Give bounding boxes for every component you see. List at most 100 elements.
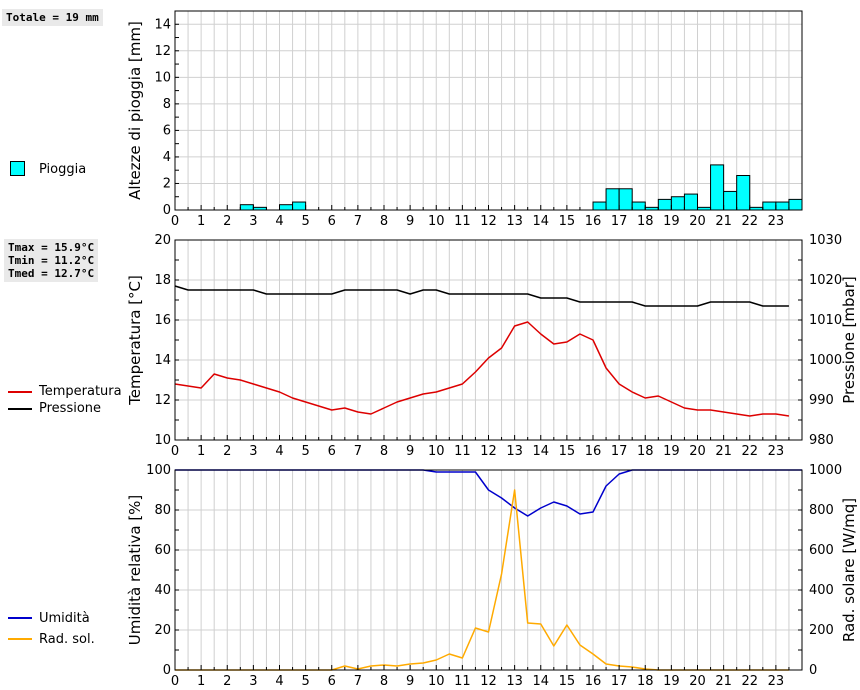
legend-rain-label: Pioggia bbox=[39, 162, 87, 177]
rain-bar bbox=[683, 193, 698, 211]
x-tick-label: 12 bbox=[480, 444, 497, 459]
humidity-line bbox=[175, 469, 802, 517]
x-tick-label: 16 bbox=[585, 214, 602, 229]
rain-bar bbox=[762, 201, 777, 211]
x-tick-label: 10 bbox=[428, 444, 445, 459]
x-tick-label: 8 bbox=[380, 214, 388, 229]
x-tick-label: 23 bbox=[768, 214, 785, 229]
rain-bar bbox=[292, 201, 307, 211]
x-tick-label: 3 bbox=[249, 214, 257, 229]
x-tick-label: 4 bbox=[275, 214, 283, 229]
rain-total-text: Totale = 19 mm bbox=[6, 11, 99, 24]
tmed-text: Tmed = 12.7°C bbox=[8, 267, 95, 280]
y-tick-label: 0 bbox=[163, 663, 171, 678]
x-tick-label: 9 bbox=[406, 214, 414, 229]
rain-bar bbox=[657, 198, 672, 211]
y-tick-label: 12 bbox=[154, 393, 171, 408]
y-tick-label: 14 bbox=[154, 17, 171, 32]
y-tick-label: 80 bbox=[154, 503, 171, 518]
x-tick-label: 17 bbox=[611, 444, 628, 459]
x-tick-label: 11 bbox=[454, 674, 471, 689]
x-tick-label: 13 bbox=[506, 214, 523, 229]
x-tick-label: 4 bbox=[275, 674, 283, 689]
legend-temperature-label: Temperatura bbox=[39, 384, 122, 399]
y2-axis-label: Rad. solare [W/mq] bbox=[840, 498, 858, 642]
x-tick-label: 6 bbox=[328, 214, 336, 229]
rain-bar bbox=[605, 188, 620, 211]
y-axis-label: Temperatura [°C] bbox=[126, 275, 144, 406]
x-tick-label: 12 bbox=[480, 674, 497, 689]
x-tick-label: 22 bbox=[741, 674, 758, 689]
legend-rain-swatch bbox=[10, 161, 25, 176]
rain-bar bbox=[710, 164, 725, 211]
y-tick-label: 18 bbox=[154, 273, 171, 288]
legend-pressure-line bbox=[8, 408, 32, 410]
x-tick-label: 19 bbox=[663, 444, 680, 459]
legend-temperature-line bbox=[8, 391, 32, 393]
x-tick-label: 13 bbox=[506, 444, 523, 459]
legend-humidity-label: Umidità bbox=[39, 611, 90, 626]
x-tick-label: 1 bbox=[197, 214, 205, 229]
x-tick-label: 11 bbox=[454, 444, 471, 459]
rain-bar bbox=[279, 204, 294, 211]
rain-bar bbox=[723, 190, 738, 211]
x-tick-label: 20 bbox=[689, 214, 706, 229]
y-tick-label: 10 bbox=[154, 70, 171, 85]
y2-tick-label: 1010 bbox=[809, 313, 842, 328]
y-tick-label: 0 bbox=[163, 203, 171, 218]
x-tick-label: 22 bbox=[741, 214, 758, 229]
x-tick-label: 5 bbox=[301, 214, 309, 229]
x-tick-label: 17 bbox=[611, 214, 628, 229]
x-tick-label: 10 bbox=[428, 674, 445, 689]
x-tick-label: 19 bbox=[663, 214, 680, 229]
y2-axis-label: Pressione [mbar] bbox=[840, 276, 858, 404]
y-tick-label: 4 bbox=[163, 150, 171, 165]
x-tick-label: 7 bbox=[354, 214, 362, 229]
radiation-line bbox=[175, 489, 789, 671]
x-tick-label: 10 bbox=[428, 214, 445, 229]
x-tick-label: 19 bbox=[663, 674, 680, 689]
x-tick-label: 20 bbox=[689, 444, 706, 459]
rain-bar bbox=[592, 201, 607, 211]
x-tick-label: 1 bbox=[197, 674, 205, 689]
x-tick-label: 2 bbox=[223, 444, 231, 459]
y-tick-label: 20 bbox=[154, 623, 171, 638]
y-tick-label: 16 bbox=[154, 313, 171, 328]
y2-tick-label: 1020 bbox=[809, 273, 842, 288]
x-tick-label: 8 bbox=[380, 444, 388, 459]
x-tick-label: 2 bbox=[223, 214, 231, 229]
x-tick-label: 7 bbox=[354, 674, 362, 689]
y-tick-label: 60 bbox=[154, 543, 171, 558]
x-tick-label: 16 bbox=[585, 674, 602, 689]
x-tick-label: 16 bbox=[585, 444, 602, 459]
x-tick-label: 18 bbox=[637, 674, 654, 689]
y-tick-label: 8 bbox=[163, 97, 171, 112]
x-tick-label: 8 bbox=[380, 674, 388, 689]
rain-bar bbox=[670, 196, 685, 211]
x-tick-label: 18 bbox=[637, 444, 654, 459]
x-tick-label: 5 bbox=[301, 444, 309, 459]
rain-bar bbox=[631, 201, 646, 211]
rain-bar bbox=[618, 188, 633, 211]
x-tick-label: 6 bbox=[328, 674, 336, 689]
y2-tick-label: 400 bbox=[809, 583, 834, 598]
x-tick-label: 14 bbox=[532, 444, 549, 459]
rain-total-box: Totale = 19 mm bbox=[2, 9, 103, 26]
rain-bar bbox=[736, 175, 751, 211]
x-tick-label: 21 bbox=[715, 674, 732, 689]
x-tick-label: 11 bbox=[454, 214, 471, 229]
x-tick-label: 21 bbox=[715, 444, 732, 459]
temperature-stats-box: Tmax = 15.9°C Tmin = 11.2°C Tmed = 12.7°… bbox=[4, 239, 99, 282]
pressure-line bbox=[174, 285, 789, 307]
x-tick-label: 20 bbox=[689, 674, 706, 689]
rain-bar bbox=[775, 201, 790, 211]
y2-tick-label: 1030 bbox=[809, 233, 842, 248]
x-tick-label: 7 bbox=[354, 444, 362, 459]
x-tick-label: 22 bbox=[741, 444, 758, 459]
y-axis-label: Umidità relativa [%] bbox=[126, 495, 144, 646]
x-tick-label: 18 bbox=[637, 214, 654, 229]
temperature-line bbox=[174, 321, 790, 417]
y2-tick-label: 200 bbox=[809, 623, 834, 638]
x-tick-label: 3 bbox=[249, 444, 257, 459]
